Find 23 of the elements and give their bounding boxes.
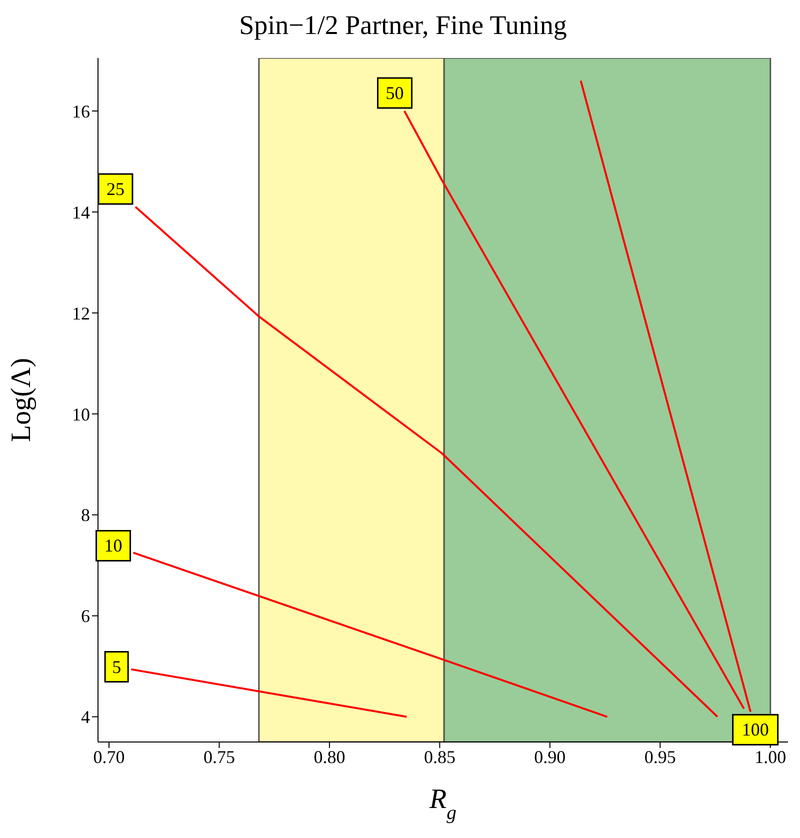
x-tick-label: 0.75 — [203, 746, 235, 767]
x-tick-label: 0.90 — [534, 746, 566, 767]
y-tick-label: 4 — [81, 707, 90, 728]
x-tick-label: 0.80 — [314, 746, 346, 767]
y-tick-label: 16 — [72, 101, 90, 122]
chart-title: Spin−1/2 Partner, Fine Tuning — [238, 9, 568, 42]
y-tick-label: 12 — [72, 303, 90, 324]
series-label: 10 — [104, 536, 122, 556]
y-tick-label: 14 — [72, 202, 90, 222]
line-series — [134, 206, 718, 718]
series-label: 25 — [106, 179, 124, 200]
series-label: 100 — [742, 720, 769, 740]
x-axis-title: R$_{g}$ — [428, 784, 457, 824]
y-tick-label: 8 — [81, 505, 90, 526]
y-axis-title: Log(Λ) — [6, 358, 37, 442]
series-label: 50 — [386, 83, 404, 104]
x-tick-label: 0.95 — [644, 746, 676, 767]
x-tick-label: 1.00 — [754, 746, 786, 767]
x-tick-label: 0.85 — [424, 746, 456, 767]
series-label: 5 — [112, 656, 122, 677]
x-tick-label: 0.70 — [93, 746, 125, 767]
y-tick-label: 6 — [81, 606, 90, 626]
y-tick-label: 10 — [72, 404, 90, 424]
